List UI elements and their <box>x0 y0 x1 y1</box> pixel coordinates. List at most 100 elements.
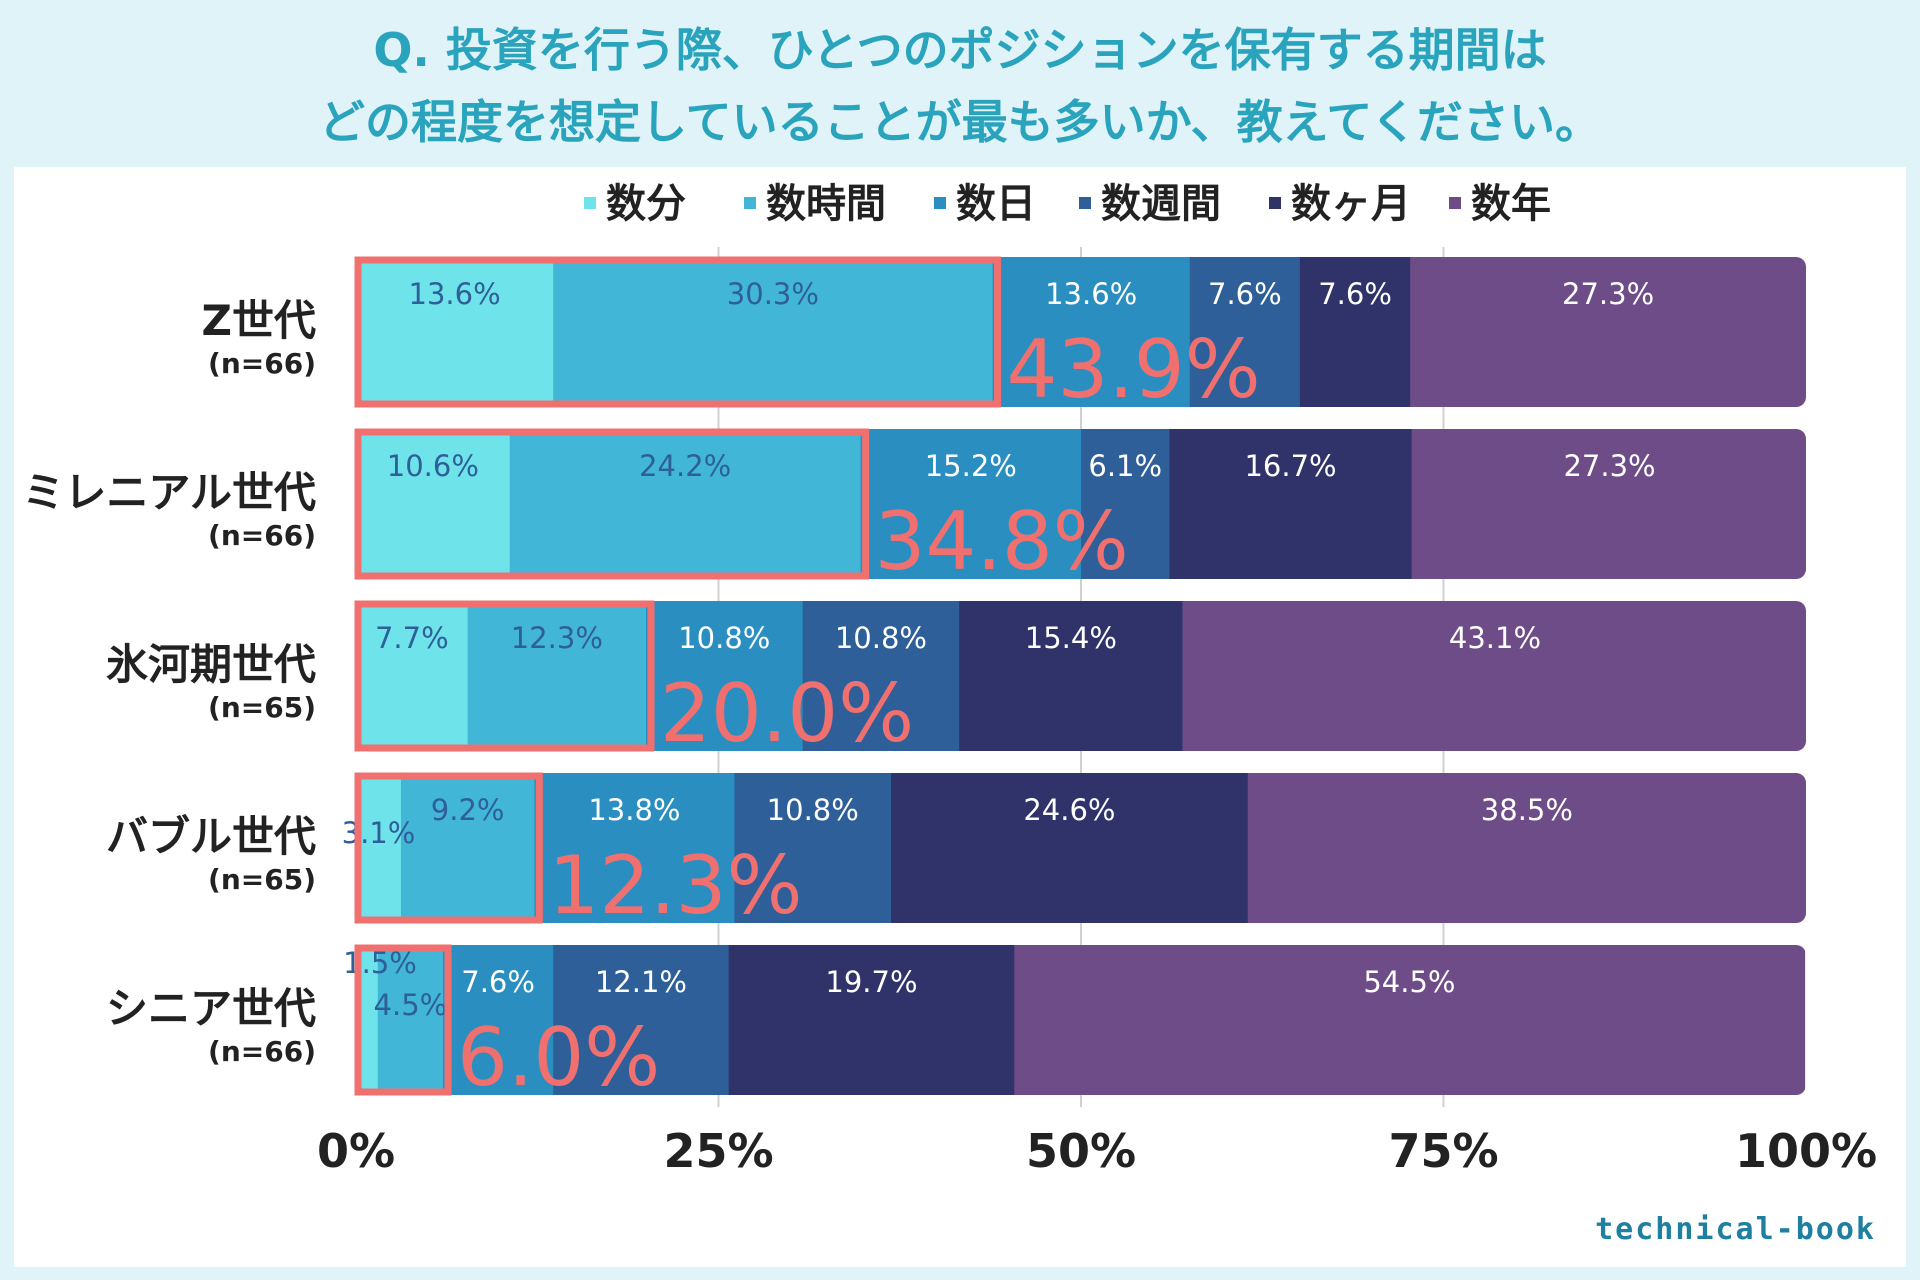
data-label-3-1: 7.7% <box>375 621 449 655</box>
legend-label-2: 数時間 <box>766 181 886 227</box>
bar-segment-4-1 <box>356 773 402 923</box>
brand-logo: technical-book <box>1595 1212 1876 1247</box>
bar-segment-2-1 <box>356 429 511 579</box>
category-n-4: (n=65) <box>208 863 316 896</box>
bar-segment-2-5 <box>1169 429 1413 579</box>
data-label-3-2: 12.3% <box>511 621 603 655</box>
category-n-5: (n=66) <box>208 1035 316 1068</box>
bar-segment-4-4 <box>734 773 892 923</box>
category-label-5: シニア世代 <box>106 984 316 1033</box>
highlight-box-4 <box>354 772 543 924</box>
data-label-3-4: 10.8% <box>835 621 927 655</box>
data-label-3-6: 43.1% <box>1449 621 1541 655</box>
x-tick-label-5: 100% <box>1735 1124 1877 1178</box>
bar-segment-4-2 <box>400 773 535 923</box>
data-label-4-1: 3.1% <box>342 816 416 850</box>
bar-segment-3-2 <box>467 601 647 751</box>
bar-segment-2-6 <box>1411 429 1806 579</box>
data-label-2-5: 16.7% <box>1244 449 1336 483</box>
bar-segment-3-1 <box>356 601 469 751</box>
data-label-2-4: 6.1% <box>1088 449 1162 483</box>
bar-segment-1-6 <box>1410 257 1806 407</box>
highlight-value-5: 6.0% <box>457 1011 660 1104</box>
data-label-1-2: 30.3% <box>727 277 819 311</box>
bar-segment-3-4 <box>802 601 960 751</box>
legend-label-5: 数ヶ月 <box>1291 181 1411 227</box>
legend-label-6: 数年 <box>1471 181 1551 227</box>
bar-segment-3-5 <box>959 601 1184 751</box>
bar-segment-4-6 <box>1247 773 1806 923</box>
highlight-box-2 <box>354 428 870 580</box>
category-label-2: ミレニアル世代 <box>22 468 316 517</box>
data-label-1-1: 13.6% <box>409 277 501 311</box>
legend-swatch-2 <box>744 197 756 209</box>
bar-segment-2-3 <box>860 429 1082 579</box>
data-label-5-5: 19.7% <box>825 965 917 999</box>
bar-segment-2-2 <box>509 429 862 579</box>
legend-swatch-6 <box>1449 197 1461 209</box>
highlight-value-1: 43.9% <box>1007 323 1261 416</box>
legend-swatch-3 <box>934 197 946 209</box>
x-tick-label-4: 75% <box>1388 1124 1498 1178</box>
bar-segment-5-5 <box>728 945 1015 1095</box>
bar-segment-1-1 <box>356 257 554 407</box>
data-label-4-2: 9.2% <box>431 793 505 827</box>
highlight-value-4: 12.3% <box>548 839 802 932</box>
highlight-box-3 <box>354 600 655 752</box>
data-label-2-3: 15.2% <box>925 449 1017 483</box>
legend-label-4: 数週間 <box>1101 181 1221 227</box>
category-n-3: (n=65) <box>208 691 316 724</box>
bar-segment-1-3 <box>992 257 1191 407</box>
bar-segment-2-4 <box>1081 429 1171 579</box>
highlight-box-5 <box>354 944 452 1096</box>
bar-segment-4-5 <box>891 773 1249 923</box>
bar-segment-1-5 <box>1299 257 1411 407</box>
highlight-value-3: 20.0% <box>660 667 914 760</box>
bar-segment-5-2 <box>377 945 444 1095</box>
data-label-4-5: 24.6% <box>1023 793 1115 827</box>
x-tick-label-2: 25% <box>663 1124 773 1178</box>
data-label-2-6: 27.3% <box>1563 449 1655 483</box>
bar-segment-5-3 <box>443 945 554 1095</box>
legend-swatch-1 <box>584 197 596 209</box>
bar-segment-1-2 <box>553 257 994 407</box>
title-line-2: どの程度を想定していることが最も多いか、教えてください。 <box>318 95 1602 149</box>
data-label-4-6: 38.5% <box>1481 793 1573 827</box>
data-label-2-2: 24.2% <box>639 449 731 483</box>
data-label-5-6: 54.5% <box>1363 965 1455 999</box>
legend-swatch-5 <box>1269 197 1281 209</box>
data-label-5-3: 7.6% <box>461 965 535 999</box>
data-label-1-6: 27.3% <box>1562 277 1654 311</box>
data-label-5-4: 12.1% <box>595 965 687 999</box>
data-label-3-3: 10.8% <box>678 621 770 655</box>
data-label-1-3: 13.6% <box>1045 277 1137 311</box>
legend-swatch-4 <box>1079 197 1091 209</box>
category-label-1: Z世代 <box>202 296 316 345</box>
stacked-bar-chart: 数分 数時間 数日 数週間 数ヶ月 数年 13.6% 30.3% 13.6% 7.6% 7.6% 27… <box>22 181 1877 1178</box>
bar-segment-5-4 <box>553 945 730 1095</box>
data-label-1-5: 7.6% <box>1318 277 1392 311</box>
chart-title: Q. 投資を行う際、ひとつのポジションを保有する期間は どの程度を想定しているこ… <box>0 14 1920 158</box>
highlight-box-1 <box>354 256 1002 408</box>
x-tick-label-3: 50% <box>1026 1124 1136 1178</box>
data-label-3-5: 15.4% <box>1025 621 1117 655</box>
bar-segment-3-6 <box>1182 601 1806 751</box>
data-label-5-2: 4.5% <box>374 988 448 1022</box>
category-n-2: (n=66) <box>208 519 316 552</box>
x-tick-label-1: 0% <box>317 1124 395 1178</box>
bar-segment-5-6 <box>1014 945 1806 1095</box>
bar-segment-5-1 <box>356 945 379 1095</box>
category-label-3: 氷河期世代 <box>106 640 316 689</box>
bar-segment-3-3 <box>646 601 804 751</box>
bar-segment-4-3 <box>534 773 736 923</box>
data-label-2-1: 10.6% <box>387 449 479 483</box>
data-label-1-4: 7.6% <box>1208 277 1282 311</box>
data-label-4-3: 13.8% <box>588 793 680 827</box>
bar-segment-1-4 <box>1189 257 1301 407</box>
legend-label-1: 数分 <box>606 181 686 227</box>
category-label-4: バブル世代 <box>106 812 316 861</box>
category-n-1: (n=66) <box>208 347 316 380</box>
title-line-1: Q. 投資を行う際、ひとつのポジションを保有する期間は <box>373 23 1547 77</box>
chart-panel: 数分 数時間 数日 数週間 数ヶ月 数年 13.6% 30.3% 13.6% 7.6% 7.6% 27… <box>14 167 1906 1267</box>
legend-label-3: 数日 <box>956 181 1036 227</box>
